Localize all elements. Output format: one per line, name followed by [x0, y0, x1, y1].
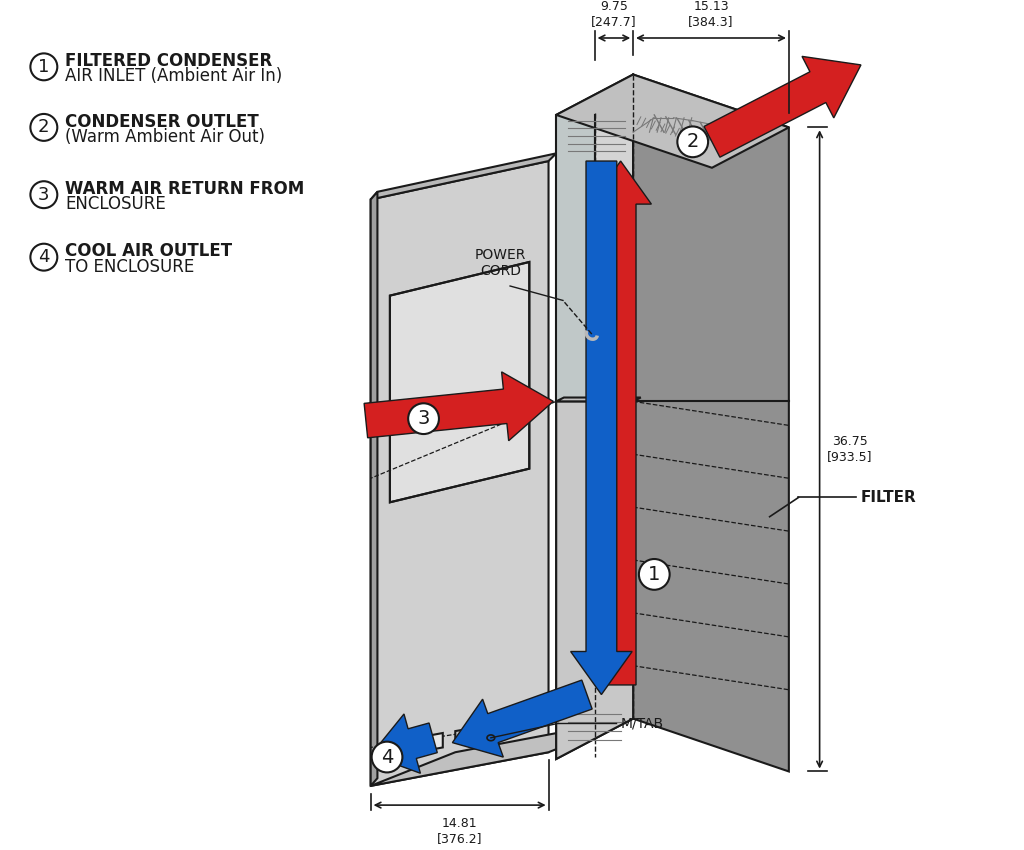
Text: 2: 2	[38, 118, 49, 136]
Text: M/TAB: M/TAB	[621, 717, 664, 730]
Circle shape	[409, 403, 439, 434]
Text: COOL AIR OUTLET: COOL AIR OUTLET	[65, 242, 232, 260]
Polygon shape	[705, 56, 861, 157]
Text: 1: 1	[38, 58, 49, 76]
Circle shape	[639, 559, 670, 590]
Polygon shape	[556, 75, 788, 167]
Polygon shape	[556, 398, 641, 401]
Text: FILTER: FILTER	[861, 490, 916, 505]
Text: CONDENSER OUTLET: CONDENSER OUTLET	[65, 113, 259, 131]
Polygon shape	[556, 75, 633, 759]
Text: 9.75
[247.7]: 9.75 [247.7]	[591, 0, 637, 28]
Text: 2: 2	[686, 133, 699, 151]
Circle shape	[31, 181, 57, 208]
Circle shape	[31, 54, 57, 80]
Circle shape	[31, 244, 57, 270]
Text: 15.13
[384.3]: 15.13 [384.3]	[688, 0, 734, 28]
Polygon shape	[556, 401, 633, 759]
Text: 3: 3	[38, 185, 49, 204]
Polygon shape	[380, 733, 442, 759]
Text: 4: 4	[381, 747, 393, 767]
Text: AIR INLET (Ambient Air In): AIR INLET (Ambient Air In)	[65, 67, 283, 86]
Polygon shape	[390, 262, 529, 502]
Polygon shape	[556, 115, 595, 401]
Text: 3: 3	[418, 409, 430, 428]
Circle shape	[677, 127, 709, 157]
Polygon shape	[590, 161, 651, 685]
Polygon shape	[371, 153, 556, 200]
Text: 4: 4	[38, 248, 49, 266]
Text: FILTERED CONDENSER: FILTERED CONDENSER	[65, 52, 272, 70]
Polygon shape	[365, 372, 553, 441]
Text: 1: 1	[648, 565, 660, 584]
Circle shape	[31, 114, 57, 141]
Polygon shape	[371, 161, 549, 786]
Text: POWER
CORD: POWER CORD	[475, 248, 526, 278]
Text: 36.75
[933.5]: 36.75 [933.5]	[827, 435, 872, 463]
Polygon shape	[456, 723, 501, 743]
Polygon shape	[371, 718, 633, 786]
Text: WARM AIR RETURN FROM: WARM AIR RETURN FROM	[65, 180, 304, 198]
Polygon shape	[453, 680, 592, 757]
Polygon shape	[633, 75, 788, 772]
Text: TO ENCLOSURE: TO ENCLOSURE	[65, 258, 195, 275]
Polygon shape	[371, 714, 437, 774]
Polygon shape	[371, 192, 378, 786]
Text: 14.81
[376.2]: 14.81 [376.2]	[436, 817, 482, 845]
Circle shape	[372, 742, 402, 773]
Polygon shape	[570, 161, 632, 694]
Text: ENCLOSURE: ENCLOSURE	[65, 196, 166, 213]
Text: (Warm Ambient Air Out): (Warm Ambient Air Out)	[65, 128, 265, 146]
